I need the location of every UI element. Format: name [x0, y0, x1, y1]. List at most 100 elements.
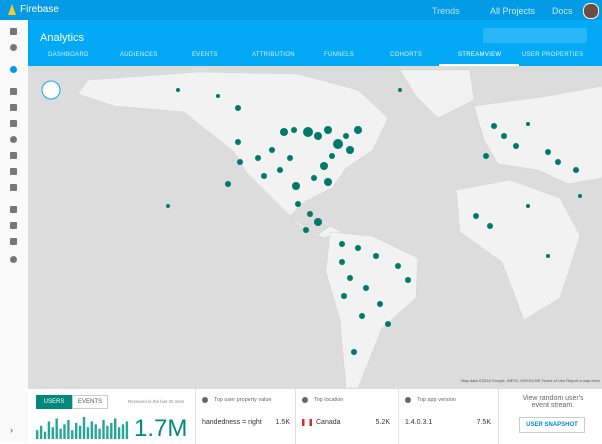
settings-icon[interactable] — [10, 44, 17, 51]
map: Map data ©2016 Google, INEGI, ORION-ME T… — [28, 66, 602, 388]
user-dot — [291, 127, 297, 133]
user-dot — [373, 253, 379, 259]
spark-bar — [36, 430, 39, 439]
spark-bar — [63, 424, 66, 439]
nav-icon[interactable] — [10, 104, 17, 111]
stat-section: Top user property value handedness = righ… — [195, 389, 298, 444]
brand: Firebase — [20, 4, 59, 15]
nav-icon[interactable] — [10, 88, 17, 95]
user-dot — [363, 285, 369, 291]
user-dot — [314, 218, 322, 226]
spark-bar — [94, 424, 97, 439]
user-dot — [339, 241, 345, 247]
nav-tab[interactable]: ATTRIBUTION — [252, 52, 295, 58]
nav-tab[interactable]: AUDIENCES — [120, 52, 158, 58]
nav-tab[interactable]: USER PROPERTIES — [522, 52, 584, 58]
app-select[interactable] — [483, 28, 587, 43]
nav-tab[interactable]: STREAMVIEW — [458, 52, 502, 58]
user-dot — [324, 126, 332, 134]
spark-bar — [110, 422, 113, 439]
nav-icon[interactable] — [10, 206, 17, 213]
events-tab[interactable]: EVENTS — [72, 395, 108, 409]
user-dot — [277, 167, 283, 173]
nav-tab[interactable]: FUNNELS — [324, 52, 355, 58]
stat-icon — [302, 397, 308, 403]
spark-bar — [71, 430, 74, 439]
nav-icon[interactable] — [10, 222, 17, 229]
home-icon[interactable] — [10, 28, 17, 35]
nav-icon[interactable] — [10, 136, 17, 143]
analytics-icon[interactable] — [10, 66, 17, 73]
user-dot — [351, 349, 357, 355]
user-dot — [255, 155, 261, 161]
spark-bar — [47, 421, 51, 439]
docs[interactable]: Docs — [552, 6, 573, 16]
map-control[interactable] — [41, 80, 61, 100]
user-dot — [473, 213, 479, 219]
sparkline — [36, 417, 129, 439]
logo — [8, 4, 16, 15]
nav-icon[interactable] — [10, 120, 17, 127]
land — [473, 85, 602, 185]
spark-bar — [43, 431, 47, 439]
top-bar: Firebase Trends All Projects Docs — [0, 0, 602, 20]
snapshot-text: View random user's event stream. — [522, 395, 584, 409]
user-dot — [377, 301, 383, 307]
spark-bar — [55, 418, 58, 439]
user-dot — [343, 133, 349, 139]
spark-bar — [98, 428, 101, 439]
user-dot — [346, 146, 354, 154]
user-dot — [347, 275, 353, 281]
user-dot — [269, 147, 275, 153]
expand[interactable]: › — [10, 425, 13, 435]
stat-section: Top location Canada 5.2K — [295, 389, 398, 444]
spark-bar — [121, 424, 125, 439]
active-tab-indicator — [439, 64, 519, 66]
user-dot — [546, 254, 550, 258]
user-dot — [216, 94, 220, 98]
land — [77, 71, 389, 239]
nav-icon[interactable] — [10, 184, 17, 191]
spark-bar — [114, 418, 117, 439]
user-dot — [235, 105, 241, 111]
user-dot — [555, 159, 561, 165]
snapshot-button[interactable]: USER SNAPSHOT — [519, 417, 585, 433]
spark-bar — [117, 427, 121, 439]
land — [455, 179, 581, 321]
user-dot — [487, 223, 493, 229]
flag — [302, 419, 312, 426]
user-dot — [295, 201, 301, 207]
user-dot — [311, 175, 317, 181]
user-dot — [292, 182, 300, 190]
received-label: Received in the last 30 mins — [128, 399, 185, 404]
project-select[interactable]: Trends — [432, 6, 460, 16]
user-dot — [339, 259, 345, 265]
nav-icon[interactable] — [10, 168, 17, 175]
nav-tab[interactable]: COHORTS — [390, 52, 422, 58]
user-dot — [333, 139, 343, 149]
spark-bar — [59, 428, 62, 439]
nav-icon[interactable] — [10, 238, 17, 245]
stat-icon — [405, 397, 411, 403]
spark-bar — [39, 425, 43, 439]
user-dot — [578, 194, 582, 198]
user-dot — [355, 245, 361, 251]
nav-icon[interactable] — [10, 256, 17, 263]
users-tab[interactable]: USERS — [36, 395, 72, 409]
nav-tab[interactable]: DASHBOARD — [48, 52, 89, 58]
spark-bar — [90, 421, 93, 439]
spark-bar — [75, 422, 78, 439]
avatar[interactable] — [583, 3, 599, 19]
total-users: 1.7M — [134, 415, 188, 442]
bottom-panel: USERS EVENTS Received in the last 30 min… — [28, 388, 602, 444]
spark-bar — [67, 419, 70, 439]
land — [325, 231, 419, 388]
all-projects[interactable]: All Projects — [490, 6, 536, 16]
stat-label: Canada — [316, 419, 341, 426]
nav-tab[interactable]: EVENTS — [192, 52, 218, 58]
page-title: Analytics — [40, 32, 85, 44]
user-dot — [225, 181, 231, 187]
nav-icon[interactable] — [10, 152, 17, 159]
user-dot — [526, 122, 530, 126]
